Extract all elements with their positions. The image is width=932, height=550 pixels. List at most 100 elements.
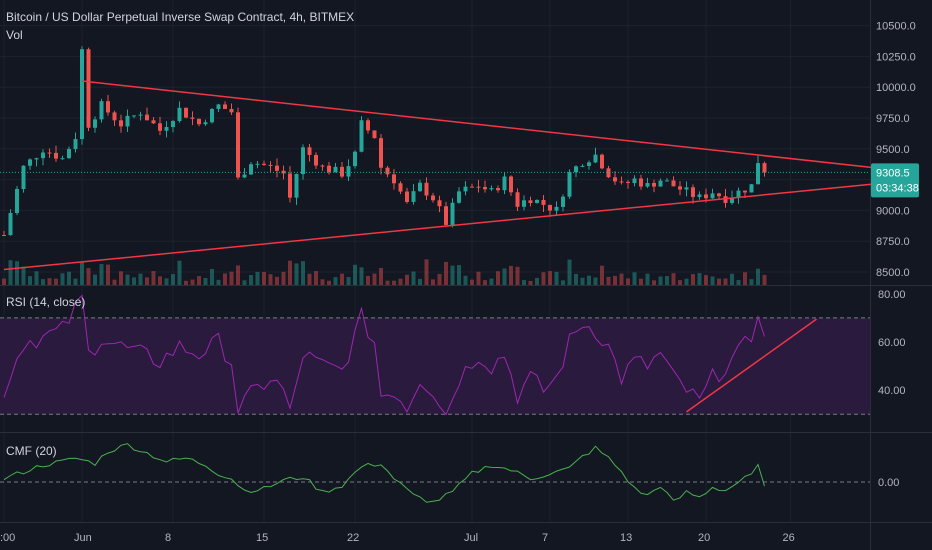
volume-bar — [554, 271, 559, 285]
candle-body — [158, 123, 162, 131]
candle-body — [593, 154, 598, 163]
volume-bar — [320, 279, 325, 285]
candle-body — [587, 162, 591, 166]
volume-bar — [684, 278, 689, 285]
volume-bar — [151, 271, 156, 285]
chart-title[interactable]: Bitcoin / US Dollar Perpetual Inverse Sw… — [6, 10, 354, 24]
volume-bar — [496, 271, 500, 285]
volume-bar — [47, 278, 52, 285]
volume-bar — [502, 268, 507, 285]
volume-bar — [431, 279, 435, 285]
volume-bar — [301, 261, 305, 285]
time-axis[interactable]: :00 Jun 8 15 22 Jul 7 13 20 26 — [0, 532, 795, 544]
volume-bar — [470, 279, 474, 285]
candle-body — [392, 174, 396, 184]
candle-body — [15, 188, 19, 214]
cmf-tick-label: 0.00 — [878, 477, 899, 489]
candle-body — [346, 166, 351, 177]
volume-bar — [522, 280, 526, 285]
candle-body — [457, 191, 461, 203]
candle-body — [496, 188, 500, 191]
volume-bar — [600, 265, 604, 285]
volume-legend[interactable]: Vol — [6, 28, 23, 42]
volume-bar — [665, 276, 669, 285]
volume-bar — [541, 272, 546, 285]
volume-bar — [106, 264, 110, 285]
candle-body — [229, 108, 234, 113]
volume-bar — [249, 274, 253, 285]
time-tick-label: 13 — [620, 532, 632, 544]
candle-body — [424, 182, 429, 196]
rsi-trendline — [686, 318, 817, 413]
volume-bar — [424, 259, 429, 285]
candlestick-series[interactable] — [2, 46, 767, 237]
volume-bar — [28, 276, 32, 285]
price-tick-label: 9750.0 — [876, 113, 910, 125]
volume-bar — [444, 261, 448, 285]
candle-body — [138, 114, 143, 116]
rsi-tick-label: 60.00 — [878, 337, 906, 349]
volume-bar — [197, 276, 201, 285]
candle-body — [60, 158, 65, 160]
volume-bar — [457, 265, 461, 285]
candle-body — [125, 115, 130, 127]
volume-bar — [223, 273, 227, 285]
candle-body — [8, 213, 13, 236]
rsi-legend[interactable]: RSI (14, close) — [6, 295, 85, 309]
trendlines[interactable] — [3, 80, 882, 413]
volume-bar — [275, 276, 279, 285]
rsi-axis[interactable]: 80.00 60.00 40.00 — [878, 289, 906, 397]
candle-body — [522, 200, 526, 207]
volume-bar — [463, 275, 468, 285]
time-tick-label: 20 — [698, 532, 710, 544]
volume-bar — [671, 273, 676, 285]
volume-bar — [392, 280, 396, 285]
candle-body — [385, 167, 390, 175]
volume-bar — [359, 267, 364, 285]
candle-body — [450, 202, 455, 225]
candle-body — [762, 163, 767, 173]
volume-bar — [203, 278, 208, 285]
volume-bar — [158, 276, 162, 285]
candle-body — [2, 235, 6, 237]
candle-body — [106, 101, 110, 113]
candle-body — [301, 147, 305, 175]
price-tick-label: 9500.0 — [876, 144, 910, 156]
time-tick-label: 8 — [165, 532, 171, 544]
candle-body — [333, 166, 338, 173]
volume-bar — [697, 273, 702, 285]
candle-body — [678, 186, 682, 190]
volume-bar — [450, 265, 455, 285]
volume-bar — [476, 271, 481, 285]
volume-bar — [528, 280, 533, 285]
candle-body — [28, 159, 32, 166]
volume-bar — [743, 272, 747, 285]
volume-bar — [236, 265, 240, 285]
candle-body — [658, 180, 663, 187]
cmf-axis[interactable]: 0.00 — [878, 477, 899, 489]
candle-body — [756, 163, 760, 185]
candle-body — [145, 114, 149, 121]
volume-bar — [678, 280, 682, 285]
candle-body — [320, 165, 325, 167]
volume-bar — [437, 273, 442, 285]
rsi-tick-label: 80.00 — [878, 289, 906, 301]
volume-bar — [242, 280, 247, 285]
cmf-legend[interactable]: CMF (20) — [6, 444, 57, 458]
candle-body — [177, 107, 182, 122]
candle-body — [444, 206, 448, 225]
candle-body — [606, 168, 611, 178]
volume-bar — [262, 272, 266, 285]
candle-body — [476, 186, 481, 188]
candle-body — [86, 49, 91, 128]
candle-body — [515, 192, 520, 207]
volume-bar — [268, 274, 273, 285]
candle-body — [684, 187, 689, 190]
volume-bar — [164, 278, 169, 285]
candle-body — [561, 196, 565, 207]
volume-bar — [288, 260, 292, 285]
candle-body — [697, 194, 702, 197]
volume-bar — [710, 276, 715, 285]
candle-body — [723, 196, 728, 203]
